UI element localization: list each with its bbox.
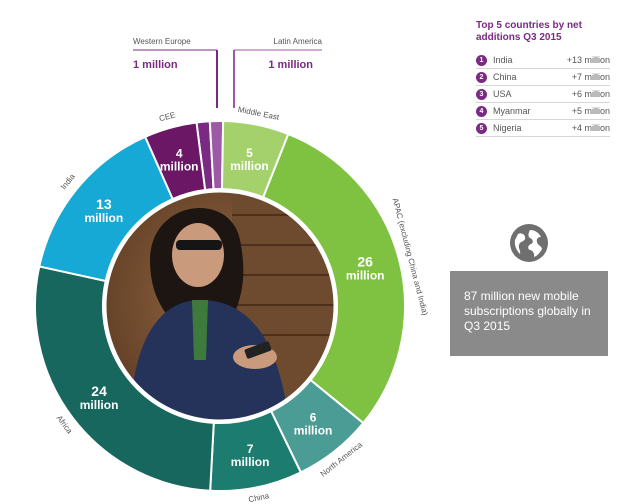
slice-value-label: 4	[176, 147, 183, 161]
rank-badge: 5	[476, 122, 487, 134]
slice-unit-label: million	[231, 455, 270, 469]
top5-value: +13 million	[566, 55, 610, 65]
top5-value: +5 million	[571, 106, 610, 116]
top5-row: 1 India +13 million	[476, 52, 610, 69]
slice-unit-label: million	[294, 424, 333, 438]
top5-panel: Top 5 countries by net additions Q3 2015…	[476, 20, 610, 137]
info-box: 87 million new mobile subscriptions glob…	[450, 271, 608, 356]
slice-cee	[143, 121, 207, 201]
region-label-china: China	[248, 491, 271, 504]
callout-latin-america-name: Latin America	[274, 37, 323, 46]
slice-value-label: 13	[96, 196, 112, 212]
info-box-text: 87 million new mobile subscriptions glob…	[464, 289, 591, 333]
globe-icon	[510, 224, 548, 262]
rank-badge: 1	[476, 54, 487, 66]
top5-row: 2 China +7 million	[476, 69, 610, 86]
slice-unit-label: million	[80, 398, 119, 412]
callout-western-europe-name: Western Europe	[133, 37, 191, 46]
slice-value-label: 24	[91, 383, 107, 399]
top5-value: +4 million	[571, 123, 610, 133]
top5-country: Myanmar	[493, 106, 531, 116]
top5-row: 4 Myanmar +5 million	[476, 103, 610, 120]
slice-unit-label: million	[230, 159, 269, 173]
region-label-middle-east: Middle East	[237, 105, 281, 122]
rank-badge: 3	[476, 88, 487, 100]
slice-africa	[34, 265, 215, 492]
top5-title: Top 5 countries by net additions Q3 2015	[476, 20, 582, 43]
top5-country: USA	[493, 89, 512, 99]
callout-latin-america-value: 1 million	[268, 59, 313, 71]
callout-latin-america: Latin America 1 million	[233, 37, 323, 108]
top5-country: China	[493, 72, 517, 82]
slice-value-label: 6	[310, 411, 317, 425]
slice-value-label: 26	[357, 253, 373, 269]
callout-western-europe-value: 1 million	[133, 59, 178, 71]
slice-value-label: 5	[246, 146, 253, 160]
rank-badge: 4	[476, 105, 487, 117]
top5-row: 5 Nigeria +4 million	[476, 120, 610, 137]
slice-apac-excluding-china-and-india	[261, 132, 406, 425]
slice-unit-label: million	[85, 211, 124, 225]
donut-chart: 5million26million6million7million24milli…	[34, 37, 430, 504]
callout-western-europe: Western Europe 1 million	[133, 37, 218, 108]
region-label-india: India	[59, 172, 77, 192]
slice-unit-label: million	[346, 268, 385, 282]
top5-country: Nigeria	[493, 123, 522, 133]
slice-value-label: 7	[247, 442, 254, 456]
top5-country: India	[493, 55, 513, 65]
top5-value: +6 million	[571, 89, 610, 99]
rank-badge: 2	[476, 71, 487, 83]
top5-value: +7 million	[571, 72, 610, 82]
top5-row: 3 USA +6 million	[476, 86, 610, 103]
region-label-cee: CEE	[158, 110, 176, 123]
slice-unit-label: million	[160, 160, 199, 174]
